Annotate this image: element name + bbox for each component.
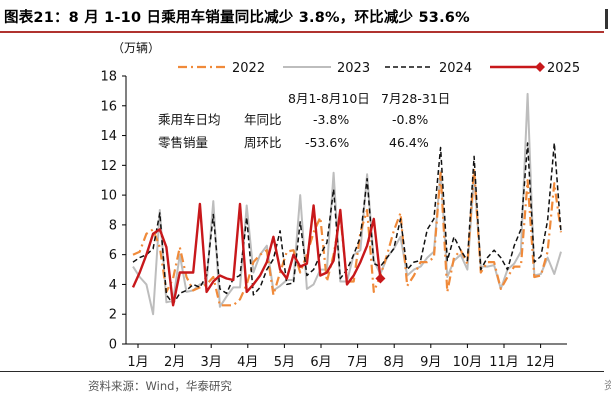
annotation-row2-v1: -53.6% <box>305 135 349 150</box>
annotation-row1-metric: 年同比 <box>244 112 282 127</box>
x-tick-label: 12月 <box>526 355 556 370</box>
y-tick-label: 4 <box>109 278 117 293</box>
annotation-table: 8月1-8月10日 7月28-31日 乘用车日均 年同比 -3.8% -0.8%… <box>158 91 450 150</box>
y-tick-label: 10 <box>100 189 117 204</box>
y-tick-label: 0 <box>109 338 117 353</box>
legend: 2022 2023 2024 2025 <box>178 61 580 76</box>
chart-title: 图表21：8 月 1-10 日乘用车销量同比减少 3.8%，环比减少 53.6% <box>4 10 470 26</box>
x-tick-label: 9月 <box>420 355 441 370</box>
title-rule <box>0 31 604 33</box>
legend-label-2024: 2024 <box>439 61 472 76</box>
y-unit-label: （万辆） <box>112 41 160 55</box>
svg-text:资: 资 <box>604 379 611 392</box>
series-line-2024 <box>132 142 562 305</box>
x-tick-label: 3月 <box>201 355 222 370</box>
y-tick-label: 16 <box>100 99 117 114</box>
annotation-row2-label: 零售销量 <box>158 135 208 150</box>
source-note: 资料来源：Wind，华泰研究 <box>88 379 232 393</box>
y-tick-label: 8 <box>109 218 117 233</box>
x-tick-label: 4月 <box>237 355 258 370</box>
annotation-row1-v2: -0.8% <box>392 112 428 127</box>
y-tick-label: 12 <box>100 159 117 174</box>
x-tick-label: 5月 <box>274 355 295 370</box>
series-line-2022 <box>132 167 563 307</box>
series-end-marker-2025 <box>375 273 386 284</box>
legend-label-2023: 2023 <box>337 61 370 76</box>
footer-rule <box>0 371 604 372</box>
y-tick-label: 18 <box>100 70 117 85</box>
annotation-row1-label: 乘用车日均 <box>158 112 221 127</box>
y-tick-label: 2 <box>109 308 117 323</box>
x-tick-label: 1月 <box>127 355 148 370</box>
annotation-row2-metric: 周环比 <box>244 135 282 150</box>
series-line-2025 <box>131 202 382 307</box>
annotation-row2-v2: 46.4% <box>389 135 429 150</box>
y-tick-label: 14 <box>100 129 117 144</box>
edge-tab-top <box>605 9 608 29</box>
legend-marker-2025 <box>535 62 545 72</box>
x-tick-label: 8月 <box>384 355 405 370</box>
annotation-col2-header: 7月28-31日 <box>381 91 450 106</box>
y-tick-label: 6 <box>109 248 117 263</box>
annotation-row1-v1: -3.8% <box>313 112 349 127</box>
x-tick-label: 7月 <box>347 355 368 370</box>
annotation-col1-header: 8月1-8月10日 <box>288 91 370 106</box>
x-tick-label: 2月 <box>164 355 185 370</box>
legend-label-2025: 2025 <box>547 61 580 76</box>
edge-tab-bottom: 资 <box>604 379 611 392</box>
x-tick-label: 11月 <box>489 355 519 370</box>
x-tick-label: 6月 <box>310 355 331 370</box>
legend-label-2022: 2022 <box>232 61 265 76</box>
x-tick-label: 10月 <box>453 355 483 370</box>
